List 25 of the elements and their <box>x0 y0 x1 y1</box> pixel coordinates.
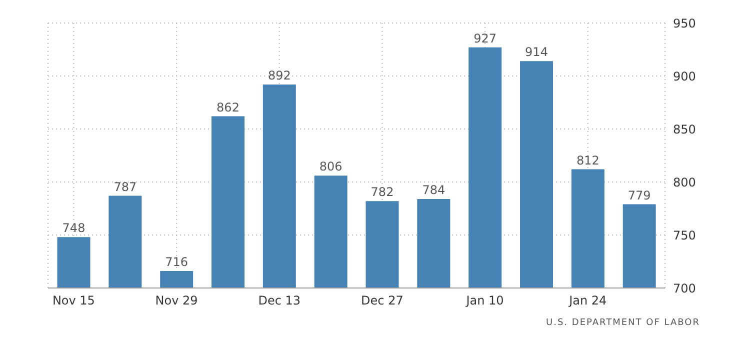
data-label: 812 <box>576 153 600 168</box>
y-tick-label: 950 <box>673 16 696 30</box>
data-label: 779 <box>628 188 651 202</box>
x-tick-label: Dec 27 <box>361 294 404 308</box>
data-label: 862 <box>216 100 240 114</box>
data-label: 914 <box>525 45 548 60</box>
y-tick-label: 850 <box>673 122 696 136</box>
text: U.S. DEPARTMENT OF LABOR <box>546 318 700 328</box>
x-tick-label: Jan 10 <box>465 294 504 308</box>
data-label: 892 <box>268 68 291 82</box>
x-tick-label: Nov 29 <box>155 294 198 308</box>
data-label: 927 <box>474 31 497 46</box>
y-tick-label: 900 <box>673 69 696 84</box>
data-label: 784 <box>422 182 446 197</box>
x-tick-label: Nov 15 <box>52 294 95 308</box>
data-label: 806 <box>319 160 342 174</box>
data-label: 782 <box>370 185 394 200</box>
y-tick-label: 700 <box>673 281 696 296</box>
data-label: 716 <box>165 255 188 270</box>
x-tick-label: Jan 24 <box>568 294 607 308</box>
y-tick-label: 800 <box>673 175 696 190</box>
data-label: 787 <box>114 180 137 194</box>
x-tick-label: Dec 13 <box>258 294 301 308</box>
data-label: 748 <box>62 221 86 236</box>
y-tick-label: 750 <box>673 228 696 242</box>
